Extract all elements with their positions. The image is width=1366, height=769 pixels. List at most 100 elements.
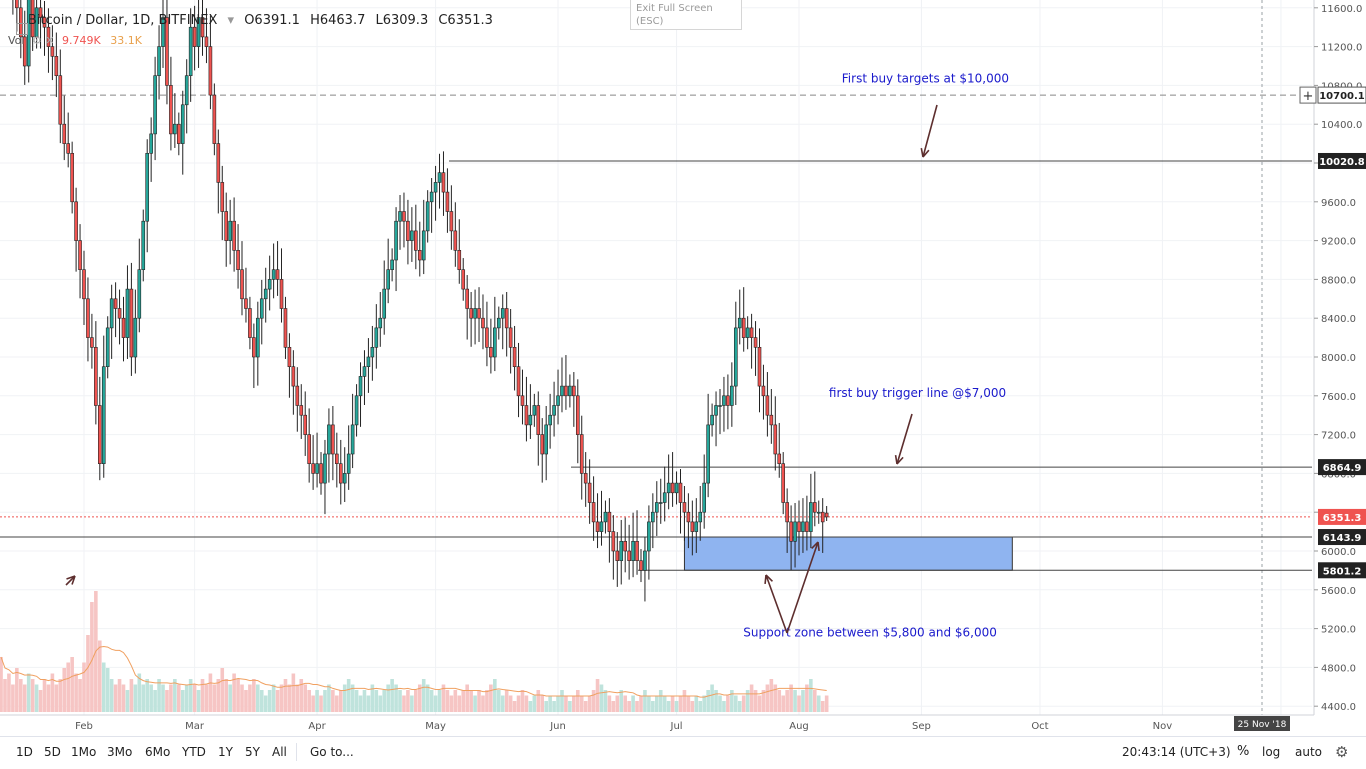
volume-settings-icon[interactable]: ⚙ ✕	[31, 34, 55, 47]
volume-bar	[445, 690, 450, 712]
candle-up	[706, 424, 710, 484]
x-tick-label: Jul	[670, 721, 683, 732]
volume-bar	[682, 690, 687, 712]
candle-down	[129, 288, 134, 358]
timeframe-1d[interactable]: 1D	[16, 745, 33, 759]
clock-timezone[interactable]: 20:43:14 (UTC+3)	[1122, 745, 1231, 759]
log-scale-toggle[interactable]: log	[1262, 745, 1281, 759]
candle-down	[90, 337, 94, 348]
volume-bar	[196, 690, 201, 712]
candle-down	[82, 269, 86, 300]
x-tick-label: Sep	[912, 721, 931, 732]
exit-full-screen-tooltip[interactable]: Exit Full Screen (ESC)	[630, 0, 742, 30]
candle-up	[425, 201, 430, 232]
x-tick-label: Apr	[308, 721, 326, 732]
crosshair-date-text: 25 Nov '18	[1238, 720, 1287, 730]
candle-down	[741, 317, 746, 338]
candle-up	[267, 279, 272, 290]
candle-down	[536, 405, 541, 435]
candle-up	[793, 521, 797, 542]
timeframe-all[interactable]: All	[272, 745, 287, 759]
price-chart[interactable]: First buy targets at $10,000 first buy tr…	[0, 0, 1366, 736]
symbol-menu-chevron-icon[interactable]: ▾	[227, 13, 235, 28]
volume-bar	[493, 679, 497, 712]
timeframe-5y[interactable]: 5Y	[245, 745, 260, 759]
candle-up	[560, 385, 564, 397]
volume-bar	[421, 679, 426, 712]
volume-bar	[295, 684, 300, 712]
volume-bar	[710, 684, 714, 712]
candle-up	[493, 327, 497, 358]
volume-bar	[165, 690, 169, 712]
candle-up	[342, 473, 347, 484]
support-zone-rect	[683, 536, 1013, 571]
volume-bar	[579, 695, 584, 712]
volume-bar	[271, 684, 276, 712]
volume-bar	[666, 701, 671, 712]
volume-bar	[204, 684, 209, 712]
price-label-box	[1318, 562, 1366, 579]
volume-bar	[516, 695, 521, 712]
candle-down	[805, 521, 809, 532]
candle-up	[496, 317, 501, 329]
volume-bar	[267, 690, 272, 712]
candle-down	[726, 395, 730, 406]
goto-button[interactable]: Go to...	[310, 745, 354, 759]
candle-up	[354, 395, 359, 426]
volume-bar	[153, 690, 157, 712]
timeframe-3mo[interactable]: 3Mo	[107, 745, 133, 759]
auto-scale-toggle[interactable]: auto	[1295, 745, 1323, 759]
volume-bar	[583, 701, 588, 712]
y-tick-label: 5600.0	[1321, 586, 1356, 597]
price-label-box	[1318, 529, 1366, 546]
volume-bar	[690, 701, 695, 712]
settings-gear-icon[interactable]: ⚙	[1335, 743, 1349, 761]
candlesticks	[12, 0, 829, 602]
ohlc-open: O6391.1	[244, 13, 300, 28]
percent-scale-toggle[interactable]: %	[1237, 744, 1250, 759]
volume-bar	[90, 602, 94, 712]
candle-down	[820, 511, 825, 523]
candle-down	[524, 405, 529, 426]
volume-bar	[662, 695, 667, 712]
collapse-legend-icon[interactable]	[16, 23, 28, 35]
volume-bar	[524, 695, 529, 712]
volume-bar	[228, 684, 232, 712]
timeframe-6mo[interactable]: 6Mo	[145, 745, 171, 759]
candle-down	[635, 540, 639, 561]
volume-bar	[216, 679, 221, 712]
candle-down	[15, 0, 19, 9]
volume-bar	[86, 635, 90, 712]
volume-bar	[224, 679, 229, 712]
candle-up	[256, 317, 260, 358]
timeframe-1y[interactable]: 1Y	[218, 745, 233, 759]
volume-bar	[449, 695, 454, 712]
timeframe-ytd[interactable]: YTD	[182, 745, 206, 759]
candle-down	[481, 317, 485, 329]
volume-bar	[141, 684, 146, 712]
candle-down	[777, 453, 782, 464]
candle-down	[686, 511, 691, 523]
volume-bar	[307, 690, 311, 712]
volume-bar	[469, 690, 473, 712]
candle-up	[733, 327, 738, 387]
volume-bar	[733, 695, 738, 712]
volume-bar	[62, 668, 67, 712]
timeframe-5d[interactable]: 5D	[44, 745, 61, 759]
symbol-title[interactable]: Bitcoin / Dollar, 1D, BITFINEX	[28, 13, 218, 28]
ohlc-low: L6309.3	[375, 13, 429, 28]
candle-up	[437, 172, 442, 183]
candle-down	[615, 550, 620, 561]
price-label-6351.3: 6351.3	[1323, 513, 1362, 524]
candle-up	[327, 424, 331, 455]
volume-bar	[508, 695, 513, 712]
candle-down	[575, 395, 580, 435]
candle-down	[406, 220, 410, 241]
timeframe-1mo[interactable]: 1Mo	[71, 745, 97, 759]
annotation-text: Support zone between $5,800 and $6,000	[743, 625, 997, 639]
volume-label[interactable]: Vol	[8, 34, 25, 47]
volume-bar	[7, 673, 11, 712]
candle-up	[801, 521, 805, 532]
price-label-box	[1318, 508, 1366, 525]
candle-down	[18, 7, 23, 38]
